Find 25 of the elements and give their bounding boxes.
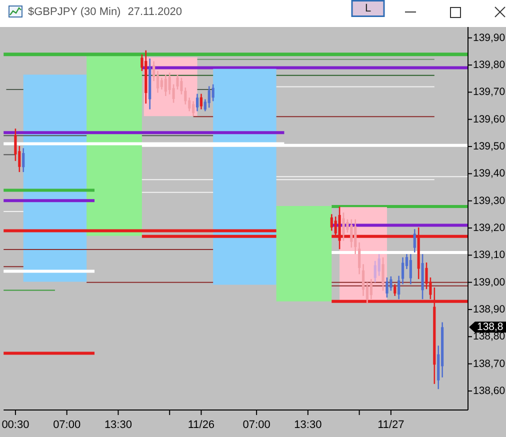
x-tick-label: 07:00 (242, 419, 270, 431)
y-tick-label: 138,90 (473, 303, 506, 316)
x-tick-label: 11/27 (378, 419, 404, 431)
y-tick-label: 139,20 (473, 222, 506, 234)
chart-subtitle: 27.11.2020 (128, 6, 182, 18)
x-tick-label: 07:00 (53, 419, 81, 431)
x-tick-label: 13:30 (104, 419, 132, 431)
y-tick-label: 139,50 (473, 140, 506, 153)
y-tick-label: 139,70 (473, 86, 506, 98)
x-tick-label: 13:30 (294, 419, 322, 431)
x-tick-label: 11/26 (188, 419, 215, 431)
y-tick-label: 138,80 (473, 330, 506, 343)
x-tick-label: 00:30 (2, 419, 30, 431)
y-tick-label: 139,80 (473, 59, 506, 72)
y-tick-label: 139,60 (473, 113, 506, 126)
y-tick-label: 139,00 (473, 276, 506, 288)
y-tick-label: 139,90 (473, 32, 506, 44)
y-tick-label: 138,70 (473, 358, 506, 370)
text: L (364, 2, 372, 14)
y-tick-label: 138,60 (473, 384, 506, 397)
y-tick-label: 139,40 (473, 168, 506, 180)
chart-title: $GBPJPY (30 Min) (28, 6, 121, 18)
text: 138,8 (477, 321, 504, 334)
y-tick-label: 139,10 (473, 249, 506, 262)
y-tick-label: 139,30 (473, 194, 506, 207)
